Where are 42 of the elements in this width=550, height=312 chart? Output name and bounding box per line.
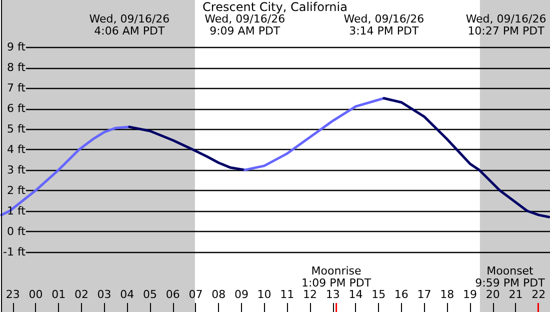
annotation: Wed, 09/16/26 10:27 PM PDT	[466, 12, 546, 38]
y-tick-label: 9 ft	[6, 40, 26, 54]
y-tick-label: 8 ft	[6, 61, 26, 74]
ref-line-label: Moonrise 1:09 PM PDT	[301, 264, 372, 290]
ref-line-label: Moonset 9:59 PM PDT	[475, 264, 546, 290]
x-tick-label: 15	[372, 288, 386, 301]
x-tick-label: 16	[394, 288, 408, 301]
x-tick-label: 23	[6, 288, 20, 301]
y-tick-label: 7 ft	[6, 82, 26, 95]
x-tick-label: 21	[508, 288, 523, 301]
annotation: Wed, 09/16/26 4:06 AM PDT	[89, 12, 170, 38]
y-tick-label: 1 ft	[6, 204, 26, 218]
x-tick-label: 07	[188, 288, 203, 301]
x-tick-label: 18	[440, 288, 454, 301]
x-tick-label: 10	[257, 288, 272, 301]
annotation: Wed, 09/16/26 9:09 AM PDT	[204, 12, 286, 38]
y-tick-label: 6 ft	[6, 102, 26, 116]
x-tick-label: 20	[486, 288, 500, 301]
x-tick-label: 11	[280, 288, 294, 301]
x-tick-label: 03	[97, 288, 112, 301]
x-tick-label: 06	[166, 288, 180, 301]
y-tick-label: 0 ft	[6, 224, 26, 238]
y-tick-label: 4 ft	[6, 142, 26, 156]
x-tick-label: 08	[212, 288, 226, 301]
annotation: Wed, 09/16/26 3:14 PM PDT	[344, 12, 424, 38]
y-tick-label: -1 ft	[2, 245, 26, 258]
x-tick-label: 01	[52, 288, 66, 301]
x-tick-label: 09	[234, 288, 248, 301]
x-tick-label: 00	[28, 288, 43, 301]
x-tick-label: 13	[326, 288, 340, 301]
y-tick-label: 3 ft	[6, 163, 26, 176]
x-tick-label: 22	[532, 288, 546, 301]
x-tick-label: 04	[120, 288, 134, 301]
y-tick-label: 5 ft	[6, 122, 26, 136]
x-tick-label: 12	[303, 288, 318, 301]
x-tick-label: 02	[74, 288, 88, 301]
y-tick-label: 2 ft	[6, 184, 26, 197]
chart-title: Crescent City, California	[202, 0, 348, 14]
x-tick-label: 05	[143, 288, 158, 301]
x-tick-label: 19	[463, 288, 478, 301]
x-tick-label: 14	[348, 288, 363, 301]
x-tick-label: 17	[417, 288, 432, 301]
